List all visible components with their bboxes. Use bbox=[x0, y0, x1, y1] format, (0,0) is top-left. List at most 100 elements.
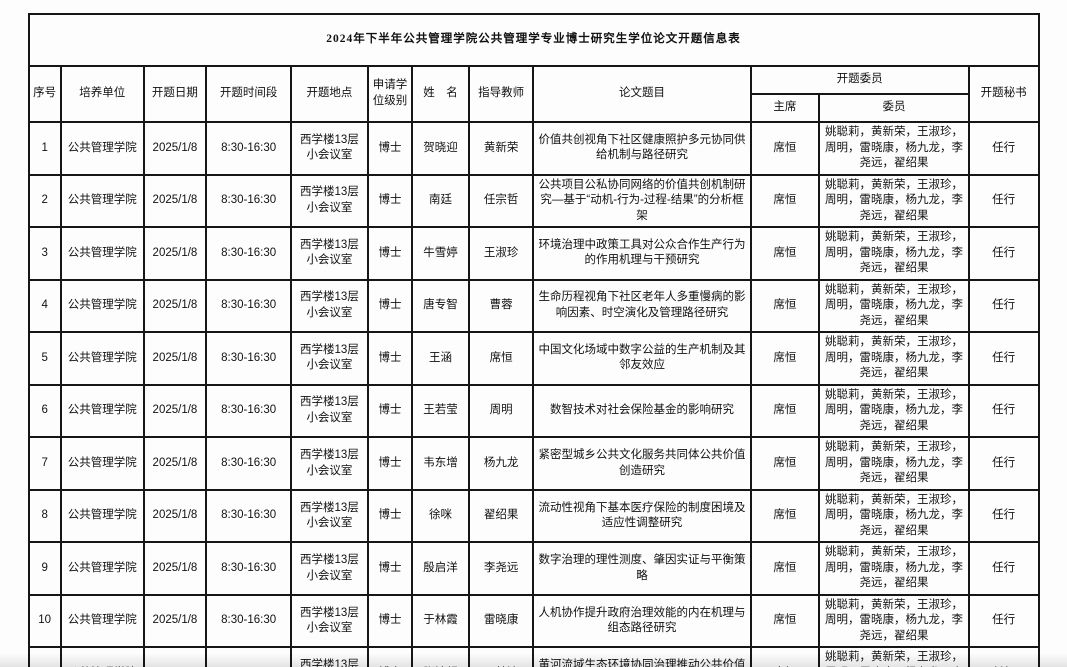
cell-secretary: 任行 bbox=[967, 593, 1040, 649]
cell-time: 8:30-16:30 bbox=[205, 331, 293, 386]
cell-no: 3 bbox=[27, 226, 62, 281]
cell-name: 殷启洋 bbox=[411, 541, 470, 596]
cell-degree: 博士 bbox=[366, 593, 414, 649]
cell-no: 1 bbox=[27, 121, 62, 176]
cell-date: 2025/1/8 bbox=[142, 593, 208, 649]
column-header-date: 开题日期 bbox=[142, 65, 208, 123]
cell-location: 西学楼13层小会议室 bbox=[290, 646, 369, 667]
cell-advisor: 黄新荣 bbox=[467, 121, 535, 176]
cell-advisor: 王淑珍 bbox=[467, 226, 535, 281]
column-header-thesis: 论文题目 bbox=[532, 65, 752, 123]
cell-no: 8 bbox=[27, 488, 62, 544]
cell-no: 6 bbox=[27, 383, 62, 439]
table-row: 10 公共管理学院 2025/1/8 8:30-16:30 西学楼13层小会议室… bbox=[27, 593, 1040, 649]
column-header-time: 开题时间段 bbox=[205, 65, 293, 123]
cell-chair: 席恒 bbox=[749, 383, 821, 439]
cell-unit: 公共管理学院 bbox=[59, 646, 145, 667]
cell-unit: 公共管理学院 bbox=[59, 593, 145, 649]
cell-unit: 公共管理学院 bbox=[59, 121, 145, 176]
cell-unit: 公共管理学院 bbox=[59, 226, 145, 281]
cell-members: 姚聪莉，黄新荣，王淑珍，周明，雷晓康，杨九龙，李尧远，翟绍果 bbox=[818, 331, 970, 386]
cell-name: 唐专智 bbox=[411, 278, 470, 334]
cell-secretary: 任行 bbox=[967, 278, 1040, 334]
cell-chair: 席恒 bbox=[749, 436, 821, 491]
cell-unit: 公共管理学院 bbox=[59, 278, 145, 334]
cell-secretary: 任行 bbox=[967, 383, 1040, 439]
cell-location: 西学楼13层小会议室 bbox=[290, 383, 369, 439]
table-row: 8 公共管理学院 2025/1/8 8:30-16:30 西学楼13层小会议室 … bbox=[27, 488, 1040, 544]
cell-name: 徐咪 bbox=[411, 488, 470, 544]
cell-date: 2025/1/8 bbox=[142, 121, 208, 176]
cell-thesis: 人机协作提升政府治理效能的内在机理与组态路径研究 bbox=[532, 593, 752, 649]
cell-secretary: 任行 bbox=[967, 226, 1040, 281]
cell-no: 2 bbox=[27, 173, 62, 229]
cell-location: 西学楼13层小会议室 bbox=[290, 488, 369, 544]
cell-time: 8:30-16:30 bbox=[205, 541, 293, 596]
cell-advisor: 席恒 bbox=[467, 331, 535, 386]
cell-thesis: 环境治理中政策工具对公众合作生产行为的作用机理与干预研究 bbox=[532, 226, 752, 281]
cell-location: 西学楼13层小会议室 bbox=[290, 226, 369, 281]
proposal-info-table: 2024年下半年公共管理学院公共管理学专业博士研究生学位论文开题信息表 序号 培… bbox=[27, 13, 1040, 667]
cell-degree: 博士 bbox=[366, 331, 414, 386]
cell-members: 姚聪莉，黄新荣，王淑珍，周明，雷晓康，杨九龙，李尧远，翟绍果 bbox=[818, 488, 970, 544]
column-header-no: 序号 bbox=[27, 65, 62, 123]
header-row-1: 序号 培养单位 开题日期 开题时间段 开题地点 申请学位级别 姓 名 指导教师 … bbox=[27, 65, 1040, 123]
proposal-table-body: 1 公共管理学院 2025/1/8 8:30-16:30 西学楼13层小会议室 … bbox=[27, 121, 1040, 667]
cell-chair: 席恒 bbox=[749, 646, 821, 667]
cell-thesis: 公共项目公私协同网络的价值共创机制研究—基于“动机-行为-过程-结果”的分析框架 bbox=[532, 173, 752, 229]
cell-chair: 席恒 bbox=[749, 121, 821, 176]
cell-members: 姚聪莉，黄新荣，王淑珍，周明，雷晓康，杨九龙，李尧远，翟绍果 bbox=[818, 278, 970, 334]
cell-location: 西学楼13层小会议室 bbox=[290, 541, 369, 596]
column-header-advisor: 指导教师 bbox=[467, 65, 535, 123]
cell-time: 8:30-16:30 bbox=[205, 121, 293, 176]
cell-date: 2025/1/8 bbox=[142, 173, 208, 229]
cell-chair: 席恒 bbox=[749, 593, 821, 649]
cell-date: 2025/1/8 bbox=[142, 278, 208, 334]
cell-members: 姚聪莉，黄新荣，王淑珍，周明，雷晓康，杨九龙，李尧远，翟绍果 bbox=[818, 541, 970, 596]
cell-members: 姚聪莉，黄新荣，王淑珍，周明，雷晓康，杨九龙，李尧远，翟绍果 bbox=[818, 646, 970, 667]
cell-secretary: 任行 bbox=[967, 173, 1040, 229]
cell-date: 2025/1/8 bbox=[142, 331, 208, 386]
cell-advisor: 司林波 bbox=[467, 646, 535, 667]
cell-thesis: 数字治理的理性测度、肇因实证与平衡策略 bbox=[532, 541, 752, 596]
cell-degree: 博士 bbox=[366, 646, 414, 667]
table-row: 4 公共管理学院 2025/1/8 8:30-16:30 西学楼13层小会议室 … bbox=[27, 278, 1040, 334]
cell-advisor: 任宗哲 bbox=[467, 173, 535, 229]
column-header-unit: 培养单位 bbox=[59, 65, 145, 123]
cell-degree: 博士 bbox=[366, 383, 414, 439]
cell-time: 8:30-16:30 bbox=[205, 646, 293, 667]
cell-thesis: 生命历程视角下社区老年人多重慢病的影响因素、时空演化及管理路径研究 bbox=[532, 278, 752, 334]
cell-unit: 公共管理学院 bbox=[59, 488, 145, 544]
cell-location: 西学楼13层小会议室 bbox=[290, 436, 369, 491]
cell-unit: 公共管理学院 bbox=[59, 383, 145, 439]
cell-members: 姚聪莉，黄新荣，王淑珍，周明，雷晓康，杨九龙，李尧远，翟绍果 bbox=[818, 383, 970, 439]
table-row: 11 公共管理学院 2025/1/8 8:30-16:30 西学楼13层小会议室… bbox=[27, 646, 1040, 667]
cell-degree: 博士 bbox=[366, 541, 414, 596]
cell-degree: 博士 bbox=[366, 121, 414, 176]
cell-degree: 博士 bbox=[366, 436, 414, 491]
cell-no: 11 bbox=[27, 646, 62, 667]
cell-name: 贺晓迎 bbox=[411, 121, 470, 176]
cell-location: 西学楼13层小会议室 bbox=[290, 121, 369, 176]
cell-members: 姚聪莉，黄新荣，王淑珍，周明，雷晓康，杨九龙，李尧远，翟绍果 bbox=[818, 226, 970, 281]
cell-no: 9 bbox=[27, 541, 62, 596]
cell-degree: 博士 bbox=[366, 278, 414, 334]
cell-time: 8:30-16:30 bbox=[205, 278, 293, 334]
table-row: 6 公共管理学院 2025/1/8 8:30-16:30 西学楼13层小会议室 … bbox=[27, 383, 1040, 439]
cell-secretary: 任行 bbox=[967, 488, 1040, 544]
cell-date: 2025/1/8 bbox=[142, 383, 208, 439]
cell-degree: 博士 bbox=[366, 488, 414, 544]
header-row-2: 主席 委员 bbox=[29, 93, 1039, 123]
table-row: 1 公共管理学院 2025/1/8 8:30-16:30 西学楼13层小会议室 … bbox=[27, 121, 1040, 176]
cell-advisor: 李尧远 bbox=[467, 541, 535, 596]
cell-location: 西学楼13层小会议室 bbox=[290, 278, 369, 334]
cell-advisor: 周明 bbox=[467, 383, 535, 439]
cell-members: 姚聪莉，黄新荣，王淑珍，周明，雷晓康，杨九龙，李尧远，翟绍果 bbox=[818, 173, 970, 229]
cell-chair: 席恒 bbox=[749, 331, 821, 386]
cell-advisor: 翟绍果 bbox=[467, 488, 535, 544]
cell-name: 张锦超 bbox=[411, 646, 470, 667]
column-header-chair: 主席 bbox=[749, 93, 821, 123]
cell-date: 2025/1/8 bbox=[142, 646, 208, 667]
cell-thesis: 流动性视角下基本医疗保险的制度困境及适应性调整研究 bbox=[532, 488, 752, 544]
